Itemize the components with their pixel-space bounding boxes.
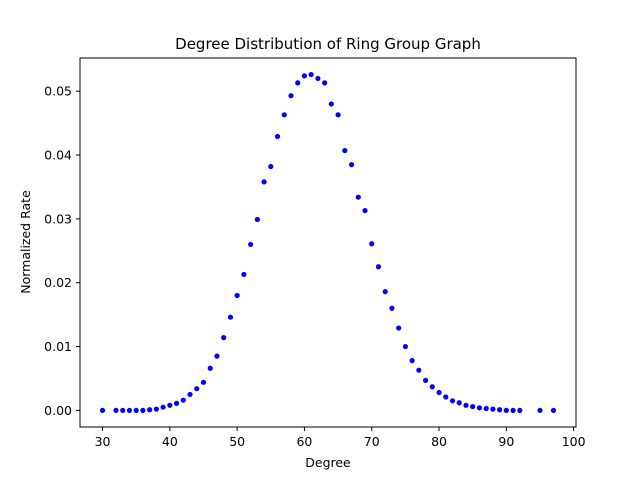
data-point <box>517 407 523 414</box>
data-point <box>308 71 314 78</box>
data-point <box>429 384 435 390</box>
data-point <box>268 163 274 170</box>
data-point <box>248 241 254 248</box>
data-point <box>133 407 139 414</box>
y-tick-label: 0.05 <box>44 84 72 99</box>
data-point <box>180 397 186 403</box>
plot-frame <box>79 57 577 428</box>
y-tick-label: 0.00 <box>44 403 72 418</box>
data-point <box>221 335 227 341</box>
y-tick-label: 0.01 <box>44 339 72 354</box>
data-point <box>402 343 408 350</box>
data-point <box>436 389 442 396</box>
data-point <box>120 407 126 414</box>
data-point <box>510 407 516 414</box>
data-points <box>99 71 557 414</box>
y-tick-label: 0.03 <box>44 211 72 226</box>
data-point <box>497 407 503 413</box>
data-point <box>463 402 469 408</box>
data-point <box>214 353 220 359</box>
data-point <box>443 394 449 400</box>
y-axis-label: Normalized Rate <box>18 190 33 294</box>
data-point <box>140 407 146 414</box>
y-tick-label: 0.04 <box>44 148 72 163</box>
data-point <box>483 405 489 412</box>
data-point <box>422 377 429 383</box>
x-axis-label: Degree <box>305 455 351 470</box>
data-point <box>153 406 159 412</box>
data-point <box>126 407 133 414</box>
x-tick-label: 40 <box>162 434 178 449</box>
data-point <box>207 365 213 371</box>
data-point <box>449 398 456 404</box>
data-point <box>315 75 321 82</box>
data-point <box>389 305 395 311</box>
data-point <box>274 133 281 140</box>
data-point <box>241 271 247 278</box>
x-tick-label: 70 <box>364 434 380 449</box>
x-tick-label: 100 <box>562 434 586 449</box>
data-point <box>113 407 119 414</box>
data-point <box>369 241 375 247</box>
data-point <box>409 358 415 364</box>
data-point <box>167 402 173 408</box>
data-point <box>281 112 287 118</box>
data-point <box>261 179 267 185</box>
data-point <box>375 264 382 270</box>
x-tick-label: 60 <box>296 434 312 449</box>
data-point <box>537 407 543 414</box>
data-point <box>476 405 483 411</box>
data-point <box>348 162 355 168</box>
data-point <box>295 80 301 86</box>
data-point <box>147 407 153 413</box>
x-tick-label: 30 <box>95 434 111 449</box>
data-point <box>322 80 328 86</box>
data-point <box>254 216 260 223</box>
data-point <box>200 379 207 385</box>
x-tick-label: 50 <box>229 434 245 449</box>
data-point <box>456 400 462 406</box>
data-point <box>99 407 106 414</box>
data-point <box>335 112 341 118</box>
data-point <box>362 207 368 214</box>
data-point <box>355 194 361 200</box>
data-point <box>396 325 402 331</box>
x-tick-label: 80 <box>431 434 447 449</box>
data-point <box>187 391 193 398</box>
y-axis: 0.00 0.01 0.02 0.03 0.04 0.05 <box>44 84 80 418</box>
x-axis: 30 40 50 60 70 80 90 100 <box>95 427 586 449</box>
data-point <box>160 404 166 410</box>
data-point <box>194 386 200 392</box>
data-point <box>416 367 422 373</box>
x-tick-label: 90 <box>498 434 514 449</box>
chart-title: Degree Distribution of Ring Group Graph <box>175 35 481 53</box>
data-point <box>550 407 557 414</box>
data-point <box>342 147 348 154</box>
data-point <box>503 407 509 414</box>
data-point <box>470 403 476 410</box>
data-point <box>234 292 240 299</box>
data-point <box>382 289 388 295</box>
data-point <box>490 406 496 412</box>
data-point <box>288 93 294 99</box>
data-point <box>328 101 334 107</box>
data-point <box>227 314 234 320</box>
data-point <box>173 400 180 406</box>
data-point <box>301 73 308 79</box>
y-tick-label: 0.02 <box>44 275 72 290</box>
